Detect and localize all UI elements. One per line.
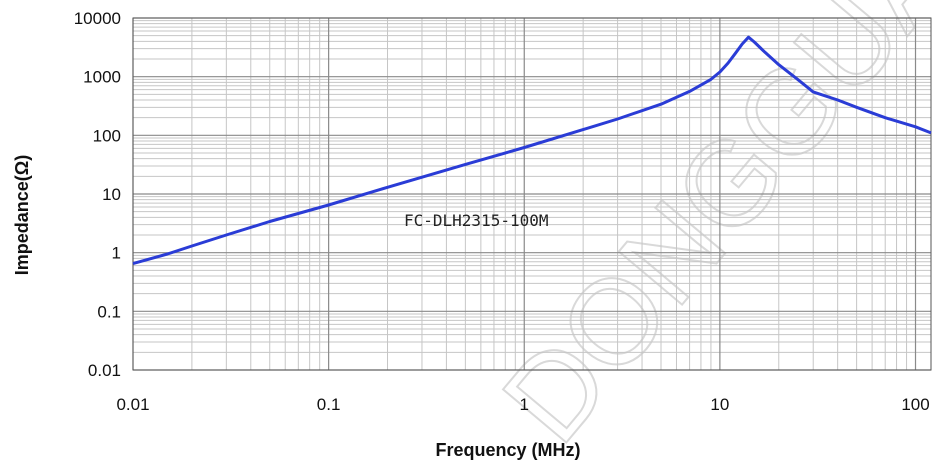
x-tick-label: 0.01 bbox=[116, 395, 149, 414]
y-tick-label: 10000 bbox=[74, 9, 121, 28]
x-tick-label: 1 bbox=[520, 395, 529, 414]
x-axis-title: Frequency (MHz) bbox=[435, 440, 580, 460]
watermark: DONGGUAN bbox=[477, 0, 939, 466]
x-tick-label: 100 bbox=[901, 395, 929, 414]
y-tick-labels: 0.01 0.1 1 10 100 1000 10000 bbox=[74, 9, 121, 380]
y-tick-label: 0.01 bbox=[88, 361, 121, 380]
x-tick-label: 0.1 bbox=[317, 395, 341, 414]
x-tick-label: 10 bbox=[710, 395, 729, 414]
y-tick-label: 0.1 bbox=[97, 302, 121, 321]
impedance-curve bbox=[132, 35, 932, 266]
y-tick-label: 10 bbox=[102, 185, 121, 204]
y-axis-title: Impedance(Ω) bbox=[12, 155, 32, 275]
part-number-annotation: FC-DLH2315-100M bbox=[404, 211, 549, 230]
y-tick-label: 100 bbox=[93, 126, 121, 145]
y-tick-label: 1 bbox=[112, 244, 121, 263]
y-tick-label: 1000 bbox=[83, 68, 121, 87]
x-tick-labels: 0.01 0.1 1 10 100 bbox=[116, 395, 929, 414]
plot-frame bbox=[132, 17, 932, 371]
